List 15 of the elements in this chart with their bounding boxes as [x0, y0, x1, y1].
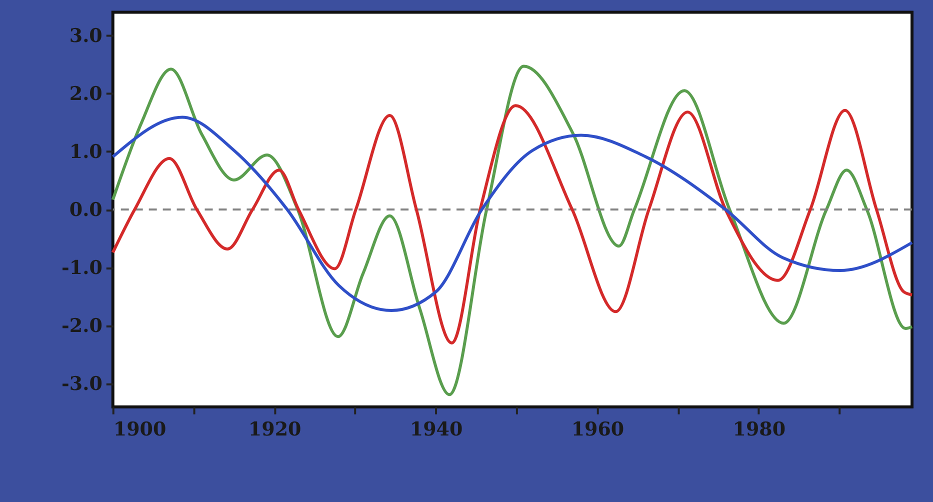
y-tick-label: -3.0	[62, 373, 102, 396]
y-tick-label: 3.0	[69, 24, 102, 47]
x-tick-label: 1960	[571, 418, 624, 440]
x-tick-label: 1980	[732, 418, 786, 440]
y-tick-label: 1.0	[69, 141, 102, 164]
line-series	[111, 64, 914, 396]
x-tick-label: 1940	[410, 418, 463, 440]
y-tick-label: -2.0	[62, 315, 102, 338]
y-tick-label: 0.0	[69, 199, 102, 222]
y-tick-label: -1.0	[62, 257, 102, 280]
line-series	[111, 104, 914, 345]
x-tick-label: 1900	[113, 418, 166, 440]
x-tick-label: 1920	[248, 418, 302, 440]
y-tick-label: 2.0	[69, 82, 102, 105]
line-series	[111, 116, 914, 312]
